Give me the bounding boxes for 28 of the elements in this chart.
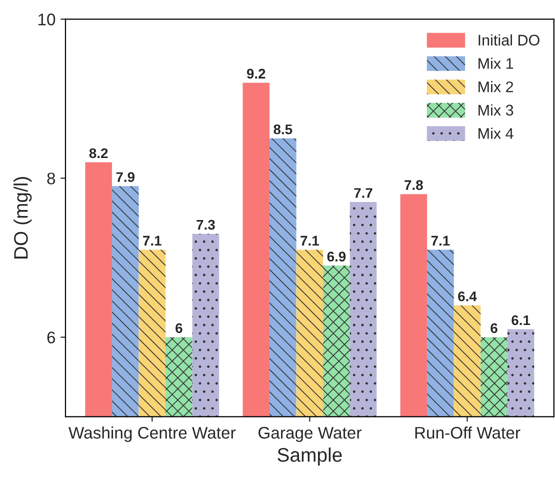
data-label: 8.5	[274, 124, 292, 134]
data-label: 6	[490, 323, 498, 334]
data-label: 7.8	[404, 180, 423, 190]
legend-label: Mix 1	[478, 58, 514, 69]
data-label: 7.1	[300, 236, 319, 246]
data-label: 9.2	[246, 68, 266, 79]
data-label: 7.1	[431, 236, 450, 246]
data-label: 6.9	[327, 252, 346, 262]
legend-label: Initial DO	[478, 34, 540, 46]
legend-label: Mix 3	[478, 104, 514, 116]
x-tick-label: Garage Water	[258, 426, 362, 442]
x-axis-title: Sample	[278, 448, 342, 466]
y-tick-label: 6	[47, 332, 56, 344]
data-label: 7.7	[354, 188, 372, 198]
data-label: 7.9	[116, 172, 134, 182]
legend-label: Mix 2	[478, 81, 514, 92]
y-tick-label: 10	[38, 14, 56, 26]
x-tick-label: Run-Off Water	[415, 426, 520, 439]
data-label: 6.1	[512, 315, 530, 326]
x-tick-label: Washing Centre Water	[68, 426, 236, 442]
y-axis-title: DO (mg/l)	[14, 177, 32, 258]
data-label: 6	[176, 323, 182, 334]
legend-label: Mix 4	[478, 128, 514, 139]
data-label: 8.2	[89, 148, 108, 158]
data-label: 6.4	[458, 291, 477, 302]
y-tick-label: 8	[47, 172, 56, 184]
data-label: 7.1	[143, 236, 162, 246]
data-label: 7.3	[196, 220, 215, 230]
